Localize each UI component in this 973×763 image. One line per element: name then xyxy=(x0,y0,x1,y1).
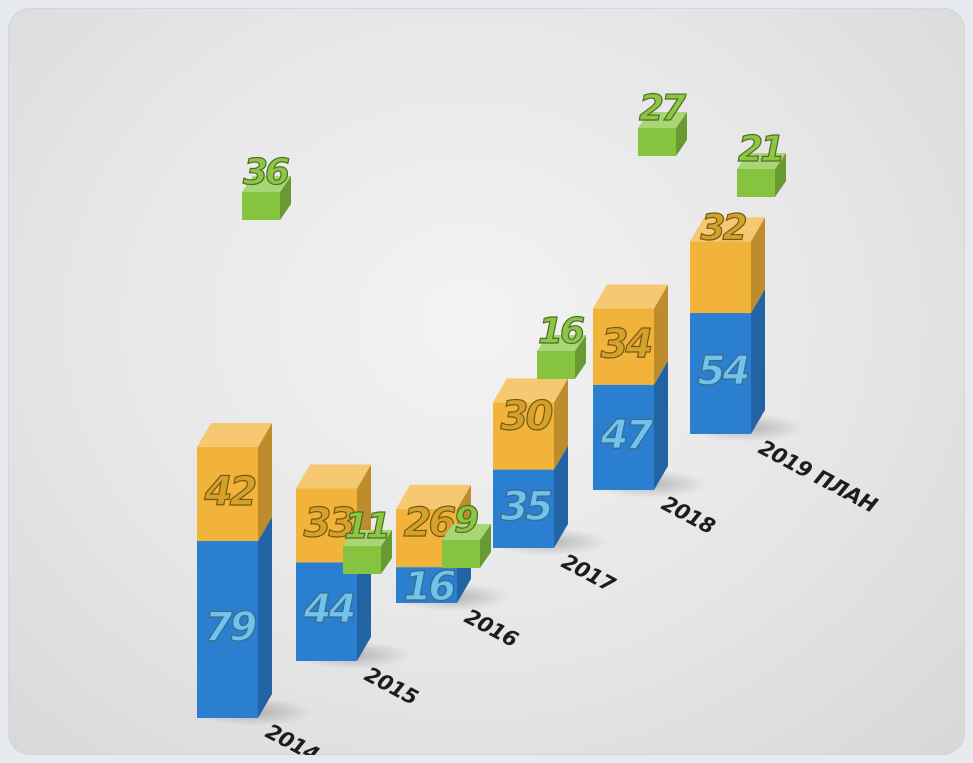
green-cube-top xyxy=(442,524,491,540)
value-label-green: 21 xyxy=(738,129,782,170)
green-cube-top xyxy=(343,530,392,546)
green-cube-front xyxy=(537,351,575,379)
green-cube-top xyxy=(737,153,786,169)
bar-segment-orange-front xyxy=(690,241,751,314)
green-cube xyxy=(638,112,687,156)
green-cube-top xyxy=(537,335,586,351)
bar-segment-blue-front xyxy=(396,567,457,603)
bar-top-face xyxy=(690,217,765,242)
value-label-blue: 47 xyxy=(600,412,654,458)
bar-segment-blue-front xyxy=(493,469,554,548)
category-label: 2015 xyxy=(361,662,422,710)
bar-segment-orange-side xyxy=(554,378,568,470)
bar-segment-orange-front xyxy=(493,402,554,470)
green-cube-side xyxy=(381,530,392,574)
value-label-green: 27 xyxy=(639,88,686,129)
green-cube-side xyxy=(775,153,786,197)
bar-segment-orange xyxy=(493,378,568,470)
green-cube xyxy=(343,530,392,574)
category-label: 2014 xyxy=(262,719,323,755)
bar-segment-orange xyxy=(593,284,668,385)
bar-segment-orange xyxy=(690,217,765,314)
green-cube-front xyxy=(343,546,381,574)
value-label-blue: 35 xyxy=(501,484,552,530)
value-label-orange: 32 xyxy=(700,207,746,248)
bar-segment-blue xyxy=(197,517,272,718)
chart-card: 79 42 36 44 33 11 16 26 9 35 30 16 47 34 27 54 32 21 2014… xyxy=(8,8,965,755)
green-cube xyxy=(242,176,291,220)
bar-segment-orange-side xyxy=(258,422,272,542)
category-label: 2017 xyxy=(558,549,620,597)
value-label-orange: 33 xyxy=(304,500,355,546)
green-cube-top xyxy=(638,112,687,128)
value-label-blue: 16 xyxy=(404,564,456,610)
value-label-orange: 34 xyxy=(601,322,652,368)
green-cube-side xyxy=(575,335,586,379)
green-cube-front xyxy=(737,169,775,197)
value-label-orange: 30 xyxy=(501,393,553,439)
bar-segment-orange-side xyxy=(751,217,765,314)
bar-segment-orange-front xyxy=(593,308,654,385)
bar-segment-blue-front xyxy=(593,384,654,490)
green-cube-front xyxy=(242,192,280,220)
category-label: 2019 ПЛАН xyxy=(755,435,882,518)
bar-top-face xyxy=(493,378,568,403)
value-label-blue: 44 xyxy=(303,587,355,633)
category-label: 2018 xyxy=(658,491,719,539)
bar-segment-orange xyxy=(197,422,272,542)
bar-top-face xyxy=(593,284,668,309)
value-label-green: 9 xyxy=(454,500,478,541)
value-label-green: 11 xyxy=(344,506,388,547)
bar-segment-orange-front xyxy=(197,446,258,542)
green-cube xyxy=(442,524,491,568)
green-cube-top xyxy=(242,176,291,192)
bar-top-face xyxy=(296,464,371,489)
green-cube-side xyxy=(280,176,291,220)
green-cube-side xyxy=(676,112,687,156)
category-label: 2016 xyxy=(461,604,522,652)
green-cube-front xyxy=(442,540,480,568)
bar-segment-blue-front xyxy=(690,313,751,434)
green-cube xyxy=(537,335,586,379)
value-label-green: 36 xyxy=(243,152,289,193)
bar-segment-orange-side xyxy=(654,284,668,385)
bar-segment-blue xyxy=(493,445,568,548)
value-label-green: 16 xyxy=(538,311,584,352)
green-cube xyxy=(737,153,786,197)
bar-segment-blue-front xyxy=(296,562,357,661)
value-label-blue: 54 xyxy=(698,349,749,395)
bar-top-face xyxy=(396,484,471,509)
bar-segment-blue-side xyxy=(654,360,668,490)
value-label-orange: 42 xyxy=(204,469,256,515)
bar-segment-blue-side xyxy=(554,445,568,548)
green-cube-side xyxy=(480,524,491,568)
bar-segment-blue-front xyxy=(197,541,258,718)
green-cube-front xyxy=(638,128,676,156)
value-label-blue: 79 xyxy=(205,605,257,651)
bar-segment-blue-side xyxy=(751,289,765,434)
bar-segment-blue xyxy=(690,289,765,434)
bar-segment-blue xyxy=(593,360,668,490)
bar-segment-blue-side xyxy=(258,517,272,718)
bar-segment-blue xyxy=(296,538,371,661)
bar-top-face xyxy=(197,422,272,447)
